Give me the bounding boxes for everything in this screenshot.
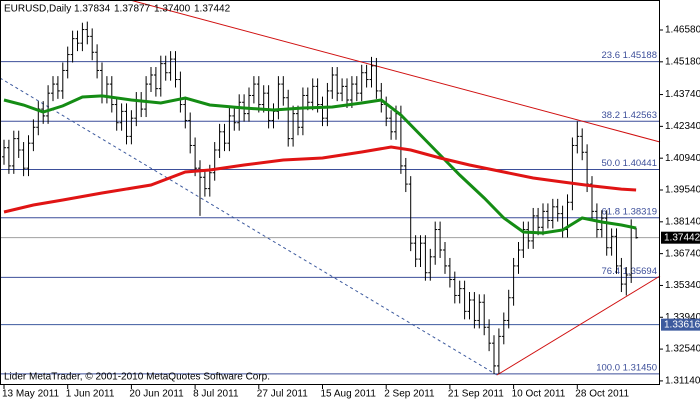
x-tick-label: 28 Oct 2011	[575, 389, 629, 400]
trend-line	[496, 275, 661, 376]
y-tick-label: 1.43740	[665, 89, 700, 100]
header-high: 1.37877	[114, 4, 151, 15]
x-tick-label: 1 Jun 2011	[66, 389, 115, 400]
fib-label: 76.4 1.35694	[602, 266, 657, 277]
y-tick-label: 1.45180	[665, 56, 700, 67]
header-close: 1.37442	[194, 4, 231, 15]
fib-layer: 23.6 1.45188 38.2 1.42563 50.0 1.40441 61.8…	[0, 50, 660, 375]
trend-line	[129, 0, 661, 143]
x-tick-label: 8 Jul 2011	[193, 389, 239, 400]
fib-label: 61.8 1.38319	[602, 206, 657, 217]
y-tick-label: 1.40940	[665, 153, 700, 164]
footer: Lider MetaTrader, © 2001-2010 MetaQuotes…	[4, 372, 270, 383]
x-tick-label: 20 Jun 2011	[129, 389, 184, 400]
fib-label: 50.0 1.40441	[602, 158, 657, 169]
y-tick-label: 1.38140	[665, 216, 700, 227]
y-tick-label: 1.33940	[665, 312, 700, 323]
fib-label: 100.0 1.31450	[596, 362, 657, 373]
x-tick-label: 15 Aug 2011	[321, 389, 377, 400]
symbol-title: EURUSD,Daily	[4, 4, 71, 15]
price-box	[661, 231, 700, 244]
h-line-box	[661, 318, 700, 331]
y-tick-label: 1.46580	[665, 25, 700, 36]
price-label: 1.37442	[664, 232, 700, 243]
axis-layer: 1.46580 1.45180 1.43740 1.42340 1.40940 1.395…	[2, 25, 700, 400]
x-tick-label: 13 May 2011	[2, 389, 60, 400]
fib-label: 23.6 1.45188	[602, 50, 657, 61]
y-tick-label: 1.42340	[665, 121, 700, 132]
y-tick-label: 1.36740	[665, 248, 700, 259]
x-tick-label: 27 Jul 2011	[257, 389, 308, 400]
x-tick-label: 2 Sep 2011	[384, 389, 435, 400]
y-tick-label: 1.35340	[665, 280, 700, 291]
moving-average	[3, 94, 637, 235]
trend-line	[0, 77, 498, 376]
header: EURUSD,Daily 1.37834 1.37877 1.37400 1.3…	[4, 4, 231, 15]
y-tick-label: 1.39540	[665, 185, 700, 196]
x-tick-label: 21 Sep 2011	[448, 389, 504, 400]
h-line-label: 1.33616	[664, 319, 700, 330]
x-tick-label: 10 Oct 2011	[512, 389, 566, 400]
fib-label: 38.2 1.42563	[602, 110, 657, 121]
moving-average	[3, 145, 637, 214]
plot-frame	[0, 0, 660, 385]
y-tick-label: 1.32540	[665, 344, 700, 355]
y-tick-label: 1.31140	[665, 376, 700, 387]
indicator-layer	[3, 94, 637, 235]
header-low: 1.37400	[154, 4, 191, 15]
header-open: 1.37834	[74, 4, 111, 15]
